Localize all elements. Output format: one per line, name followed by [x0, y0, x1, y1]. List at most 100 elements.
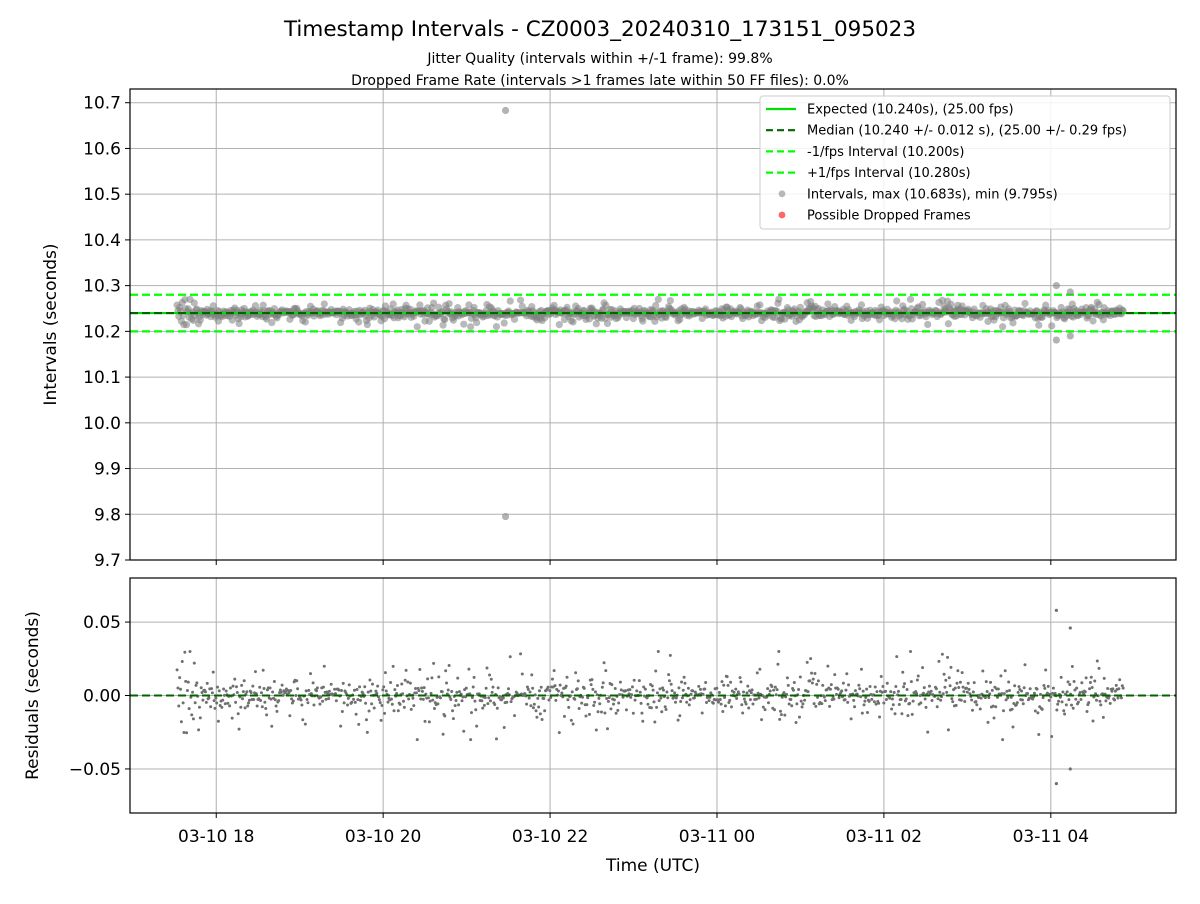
residual-point: [254, 692, 258, 696]
interval-point: [906, 295, 915, 303]
residual-point: [461, 695, 465, 699]
residual-point: [456, 676, 460, 680]
residual-point: [1121, 686, 1125, 690]
residual-point: [431, 698, 435, 702]
residual-point: [972, 681, 976, 685]
residual-point: [897, 703, 901, 707]
residual-point: [228, 704, 232, 708]
interval-point: [999, 323, 1007, 331]
residual-point: [210, 691, 214, 695]
residual-point: [389, 681, 393, 685]
residual-point: [773, 685, 777, 689]
residual-point: [560, 691, 564, 695]
y-tick-label: 10.4: [83, 231, 121, 251]
residual-point: [235, 691, 239, 695]
residual-point: [498, 695, 502, 699]
residual-point: [364, 718, 368, 722]
residual-point: [640, 711, 644, 715]
residual-point: [967, 687, 971, 691]
residual-point: [347, 683, 351, 687]
residual-point: [407, 697, 411, 701]
residual-outlier-point: [1054, 782, 1058, 786]
residual-point: [391, 664, 395, 668]
residual-point: [853, 689, 857, 693]
residual-point: [902, 685, 906, 689]
residual-outlier-point: [1054, 608, 1058, 612]
residual-point: [1037, 732, 1041, 736]
residual-point: [1070, 665, 1074, 669]
residual-point: [971, 690, 975, 694]
residual-point: [520, 672, 524, 676]
residual-point: [271, 690, 275, 694]
residual-point: [668, 653, 672, 657]
residual-point: [938, 690, 942, 694]
residual-point: [1006, 696, 1010, 700]
residual-point: [766, 687, 770, 691]
residual-point: [604, 669, 608, 673]
residual-point: [356, 698, 360, 702]
residual-point: [537, 705, 541, 709]
residual-point: [473, 699, 477, 703]
residual-point: [746, 684, 750, 688]
residual-point: [189, 695, 193, 699]
residual-point: [272, 680, 276, 684]
residual-point: [1010, 707, 1014, 711]
residual-point: [747, 706, 751, 710]
residual-point: [1055, 708, 1059, 712]
residual-point: [797, 715, 801, 719]
residual-point: [247, 698, 251, 702]
residual-point: [614, 711, 618, 715]
residual-point: [1020, 689, 1024, 693]
residual-point: [217, 689, 221, 693]
residual-point: [569, 718, 573, 722]
residual-point: [1042, 684, 1046, 688]
residual-point: [775, 688, 779, 692]
residual-point: [201, 698, 205, 702]
residual-point: [617, 701, 621, 705]
residual-point: [396, 709, 400, 713]
residual-point: [872, 700, 876, 704]
residual-point: [449, 698, 453, 702]
residual-point: [549, 695, 553, 699]
residual-point: [723, 696, 727, 700]
residual-point: [353, 700, 357, 704]
residual-point: [878, 715, 882, 719]
residual-point: [552, 669, 556, 673]
residual-point: [939, 698, 943, 702]
residual-point: [906, 714, 910, 718]
residual-point: [1097, 666, 1101, 670]
legend-item: Median (10.240 +/- 0.012 s), (25.00 +/- …: [766, 124, 1127, 139]
residual-point: [663, 705, 667, 709]
residual-point: [794, 721, 798, 725]
residual-point: [1046, 684, 1050, 688]
residual-point: [496, 686, 500, 690]
residual-point: [757, 696, 761, 700]
residual-point: [523, 692, 527, 696]
residual-point: [879, 674, 883, 678]
interval-point: [251, 302, 260, 310]
residual-point: [420, 686, 424, 690]
residual-point: [846, 700, 850, 704]
residual-point: [1119, 696, 1123, 700]
residual-point: [983, 696, 987, 700]
reference-lines: [130, 293, 1176, 333]
residual-point: [813, 671, 817, 675]
interval-point: [603, 319, 612, 328]
residual-point: [728, 698, 732, 702]
intervals-panel: 9.7 9.8 9.9 10.0 10.1 10.2 10.3 10.4 10.5 10.6 10.…: [83, 88, 1177, 571]
residual-point: [395, 692, 399, 696]
residual-point: [656, 649, 660, 653]
residual-point: [937, 659, 941, 663]
residual-point: [467, 667, 471, 671]
residual-point: [609, 707, 613, 711]
residual-point: [1087, 701, 1091, 705]
residual-point: [383, 711, 387, 715]
residual-point: [384, 689, 388, 693]
residual-point: [1084, 676, 1088, 680]
residual-point: [755, 671, 759, 675]
residual-point: [717, 700, 721, 704]
residual-point: [354, 712, 358, 716]
residual-point: [324, 697, 328, 701]
residual-point: [1106, 687, 1110, 691]
residual-point: [364, 701, 368, 705]
